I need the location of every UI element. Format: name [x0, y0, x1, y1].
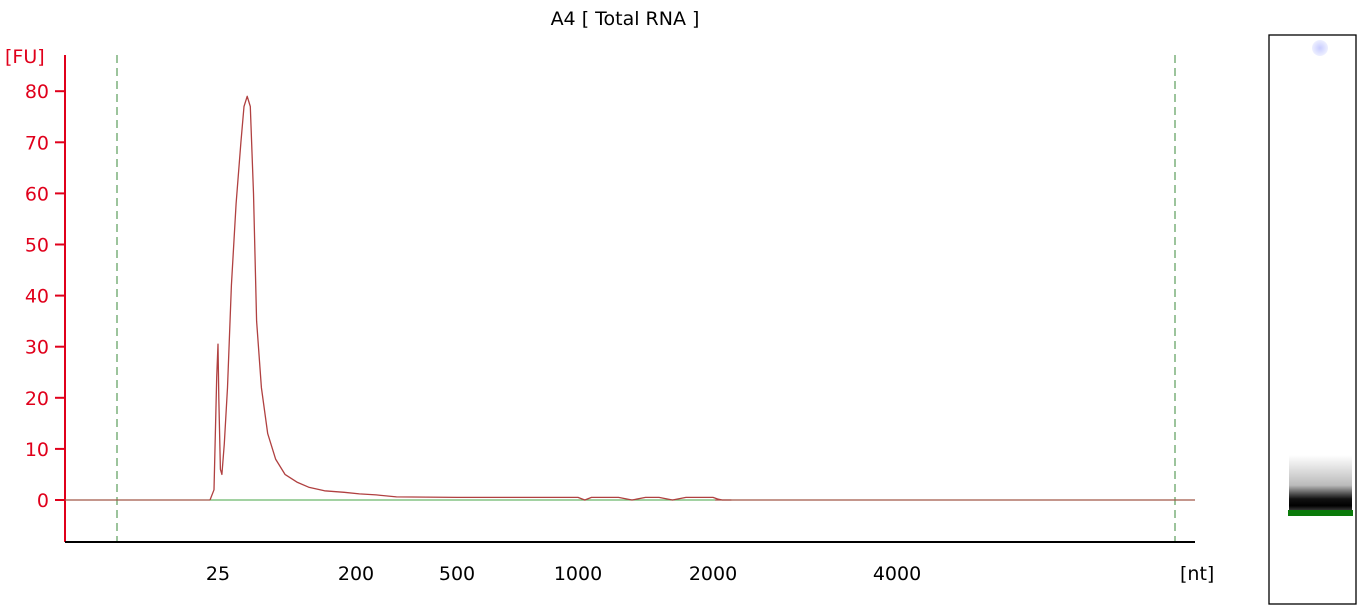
gel-lane [1268, 34, 1357, 605]
gel-lane-frame [1268, 34, 1357, 605]
y-tick-label: 10 [25, 439, 49, 461]
chart-title: A4 [ Total RNA ] [551, 8, 700, 30]
x-tick-label: 1000 [554, 563, 602, 585]
y-axis-label: [FU] [5, 46, 45, 68]
y-tick-label: 40 [25, 286, 49, 308]
y-tick-label: 30 [25, 337, 49, 359]
plot-area: 0 10 20 30 40 50 60 70 80 25 200 500 1000 2000 4000 [25, 55, 1195, 585]
y-tick-label: 70 [25, 132, 49, 154]
x-tick-label: 200 [338, 563, 374, 585]
electropherogram-trace [209, 95, 732, 501]
x-axis-label: [nt] [1180, 563, 1214, 585]
x-tick-label: 2000 [689, 563, 737, 585]
y-tick-label: 50 [25, 235, 49, 257]
y-tick-label: 20 [25, 388, 49, 410]
y-tick-label: 60 [25, 183, 49, 205]
gel-marker-band [1288, 510, 1353, 516]
x-tick-label: 4000 [873, 563, 921, 585]
y-tick-label: 0 [37, 490, 49, 512]
gel-well-dot [1312, 40, 1328, 56]
x-tick-label: 25 [206, 563, 230, 585]
x-tick-label: 500 [439, 563, 475, 585]
y-tick-label: 80 [25, 81, 49, 103]
gel-band [1289, 455, 1352, 510]
